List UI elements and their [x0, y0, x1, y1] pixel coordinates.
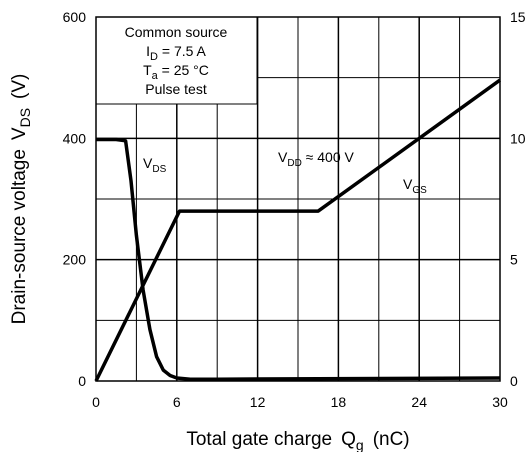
legend-ta-rest: = 25 °C: [158, 62, 209, 78]
legend-line-ambient-temp: Ta = 25 °C: [143, 62, 209, 82]
y-axis-unit: (V): [9, 74, 30, 99]
y-left-tick-label: 0: [78, 373, 86, 389]
x-tick-label: 18: [331, 394, 347, 410]
x-axis-title: Total gate charge Qg (nC): [186, 429, 409, 452]
vgs-label-main: V: [403, 176, 413, 192]
vgs-label-sub: GS: [412, 185, 427, 196]
y-right-tick-labels: 0 5 10 15: [510, 9, 526, 389]
x-axis-sub: g: [356, 437, 364, 452]
legend-id-rest: = 7.5 A: [158, 43, 207, 59]
y-left-tick-label: 200: [63, 252, 87, 268]
vdd-sub: DD: [287, 158, 301, 169]
y-right-tick-label: 0: [510, 373, 518, 389]
y-axis-title-text: Drain-source voltage: [9, 149, 30, 324]
x-tick-label: 6: [173, 394, 181, 410]
legend-id-sub: D: [150, 51, 158, 63]
legend-line-common-source: Common source: [125, 24, 228, 40]
y-axis-sub: DS: [17, 108, 33, 127]
vdd-main: V: [278, 149, 288, 165]
x-tick-label: 24: [411, 394, 427, 410]
y-left-tick-label: 400: [63, 130, 87, 146]
x-tick-label: 12: [250, 394, 266, 410]
series-line-vds: [96, 137, 501, 381]
y-right-tick-label: 5: [510, 252, 518, 268]
vdd-rest: ≈ 400 V: [302, 149, 355, 165]
y-axis-symbol: V: [9, 127, 30, 140]
y-right-tick-label: 10: [510, 130, 526, 146]
vds-label-sub: DS: [152, 164, 166, 175]
plot-frame: [95, 16, 501, 382]
series-label-vds: VDS: [143, 155, 167, 175]
legend-line-pulse-test: Pulse test: [145, 81, 207, 97]
x-axis-unit: (nC): [373, 429, 410, 450]
legend-ta-main: T: [143, 62, 152, 78]
legend-id-main: I: [146, 43, 150, 59]
annotation-vdd: VDD ≈ 400 V: [278, 149, 355, 169]
x-tick-label: 0: [92, 394, 100, 410]
x-axis-symbol: Q: [341, 429, 356, 450]
x-tick-labels: 0 6 12 18 24 30: [92, 394, 508, 410]
legend-line-drain-current: ID = 7.5 A: [146, 43, 206, 63]
series-label-vgs: VGS: [403, 176, 427, 196]
y-left-tick-label: 600: [63, 9, 87, 25]
x-axis-title-text: Total gate charge: [186, 429, 332, 450]
x-tick-label: 30: [492, 394, 508, 410]
vds-label-main: V: [143, 155, 153, 171]
y-left-tick-labels: 0 200 400 600: [63, 9, 87, 389]
legend-box: [95, 16, 258, 105]
y-right-tick-label: 15: [510, 9, 526, 25]
series-line-vgs: [94, 78, 502, 382]
legend-ta-sub: a: [152, 70, 159, 82]
y-axis-title: Drain-source voltage VDS (V): [9, 74, 33, 325]
